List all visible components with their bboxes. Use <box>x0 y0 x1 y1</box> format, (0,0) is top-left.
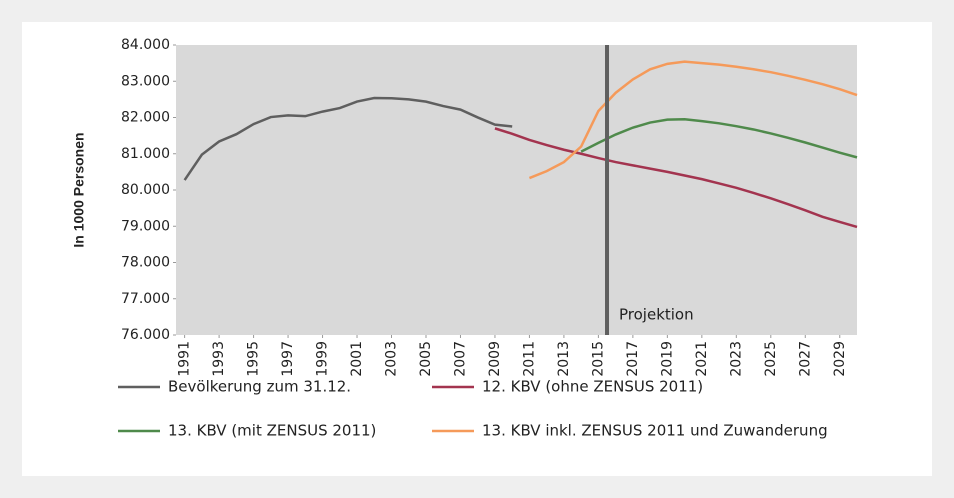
x-tick-label: 2029 <box>832 341 848 377</box>
x-tick-label: 2025 <box>763 341 779 377</box>
legend-label: 13. KBV inkl. ZENSUS 2011 und Zuwanderun… <box>482 422 828 440</box>
x-tick-label: 2007 <box>452 341 468 377</box>
x-tick-label: 2011 <box>521 341 537 377</box>
series-line <box>494 127 858 229</box>
x-tick-label: 2005 <box>418 341 434 377</box>
x-tick-label: 2023 <box>728 341 744 377</box>
legend-label: 12. KBV (ohne ZENSUS 2011) <box>482 378 703 396</box>
annotation: Projektion <box>619 306 694 324</box>
x-tick-label: 2003 <box>384 341 400 377</box>
x-tick-label: 1999 <box>315 341 331 377</box>
x-tick-label: 2015 <box>590 341 606 377</box>
series-line <box>528 60 858 180</box>
legend-label: 13. KBV (mit ZENSUS 2011) <box>168 422 376 440</box>
x-tick-label: 2009 <box>487 341 503 377</box>
plot-area <box>176 45 857 335</box>
y-tick-label: 84.000 <box>121 37 170 53</box>
y-axis-title: In 1000 Personen <box>71 132 87 247</box>
series-line <box>580 118 858 159</box>
y-tick-label: 81.000 <box>121 146 170 162</box>
series-line <box>183 96 513 181</box>
x-tick-label: 2017 <box>625 341 641 377</box>
legend-label: Bevölkerung zum 31.12. <box>168 378 351 396</box>
x-tick-label: 1993 <box>211 341 227 377</box>
y-tick-label: 83.000 <box>121 73 170 89</box>
x-tick-label: 2019 <box>659 341 675 377</box>
y-tick-label: 80.000 <box>121 182 170 198</box>
x-tick-label: 2001 <box>349 341 365 377</box>
x-tick-label: 1997 <box>280 341 296 377</box>
y-tick-label: 78.000 <box>121 255 170 271</box>
y-tick-label: 77.000 <box>121 291 170 307</box>
y-tick-label: 82.000 <box>121 110 170 126</box>
y-tick-label: 79.000 <box>121 218 170 234</box>
x-tick-label: 1991 <box>177 341 193 377</box>
y-tick-label: 76.000 <box>121 327 170 343</box>
x-tick-label: 2013 <box>556 341 572 377</box>
x-tick-label: 1995 <box>246 341 262 377</box>
x-tick-label: 2027 <box>797 341 813 377</box>
x-tick-label: 2021 <box>694 341 710 377</box>
